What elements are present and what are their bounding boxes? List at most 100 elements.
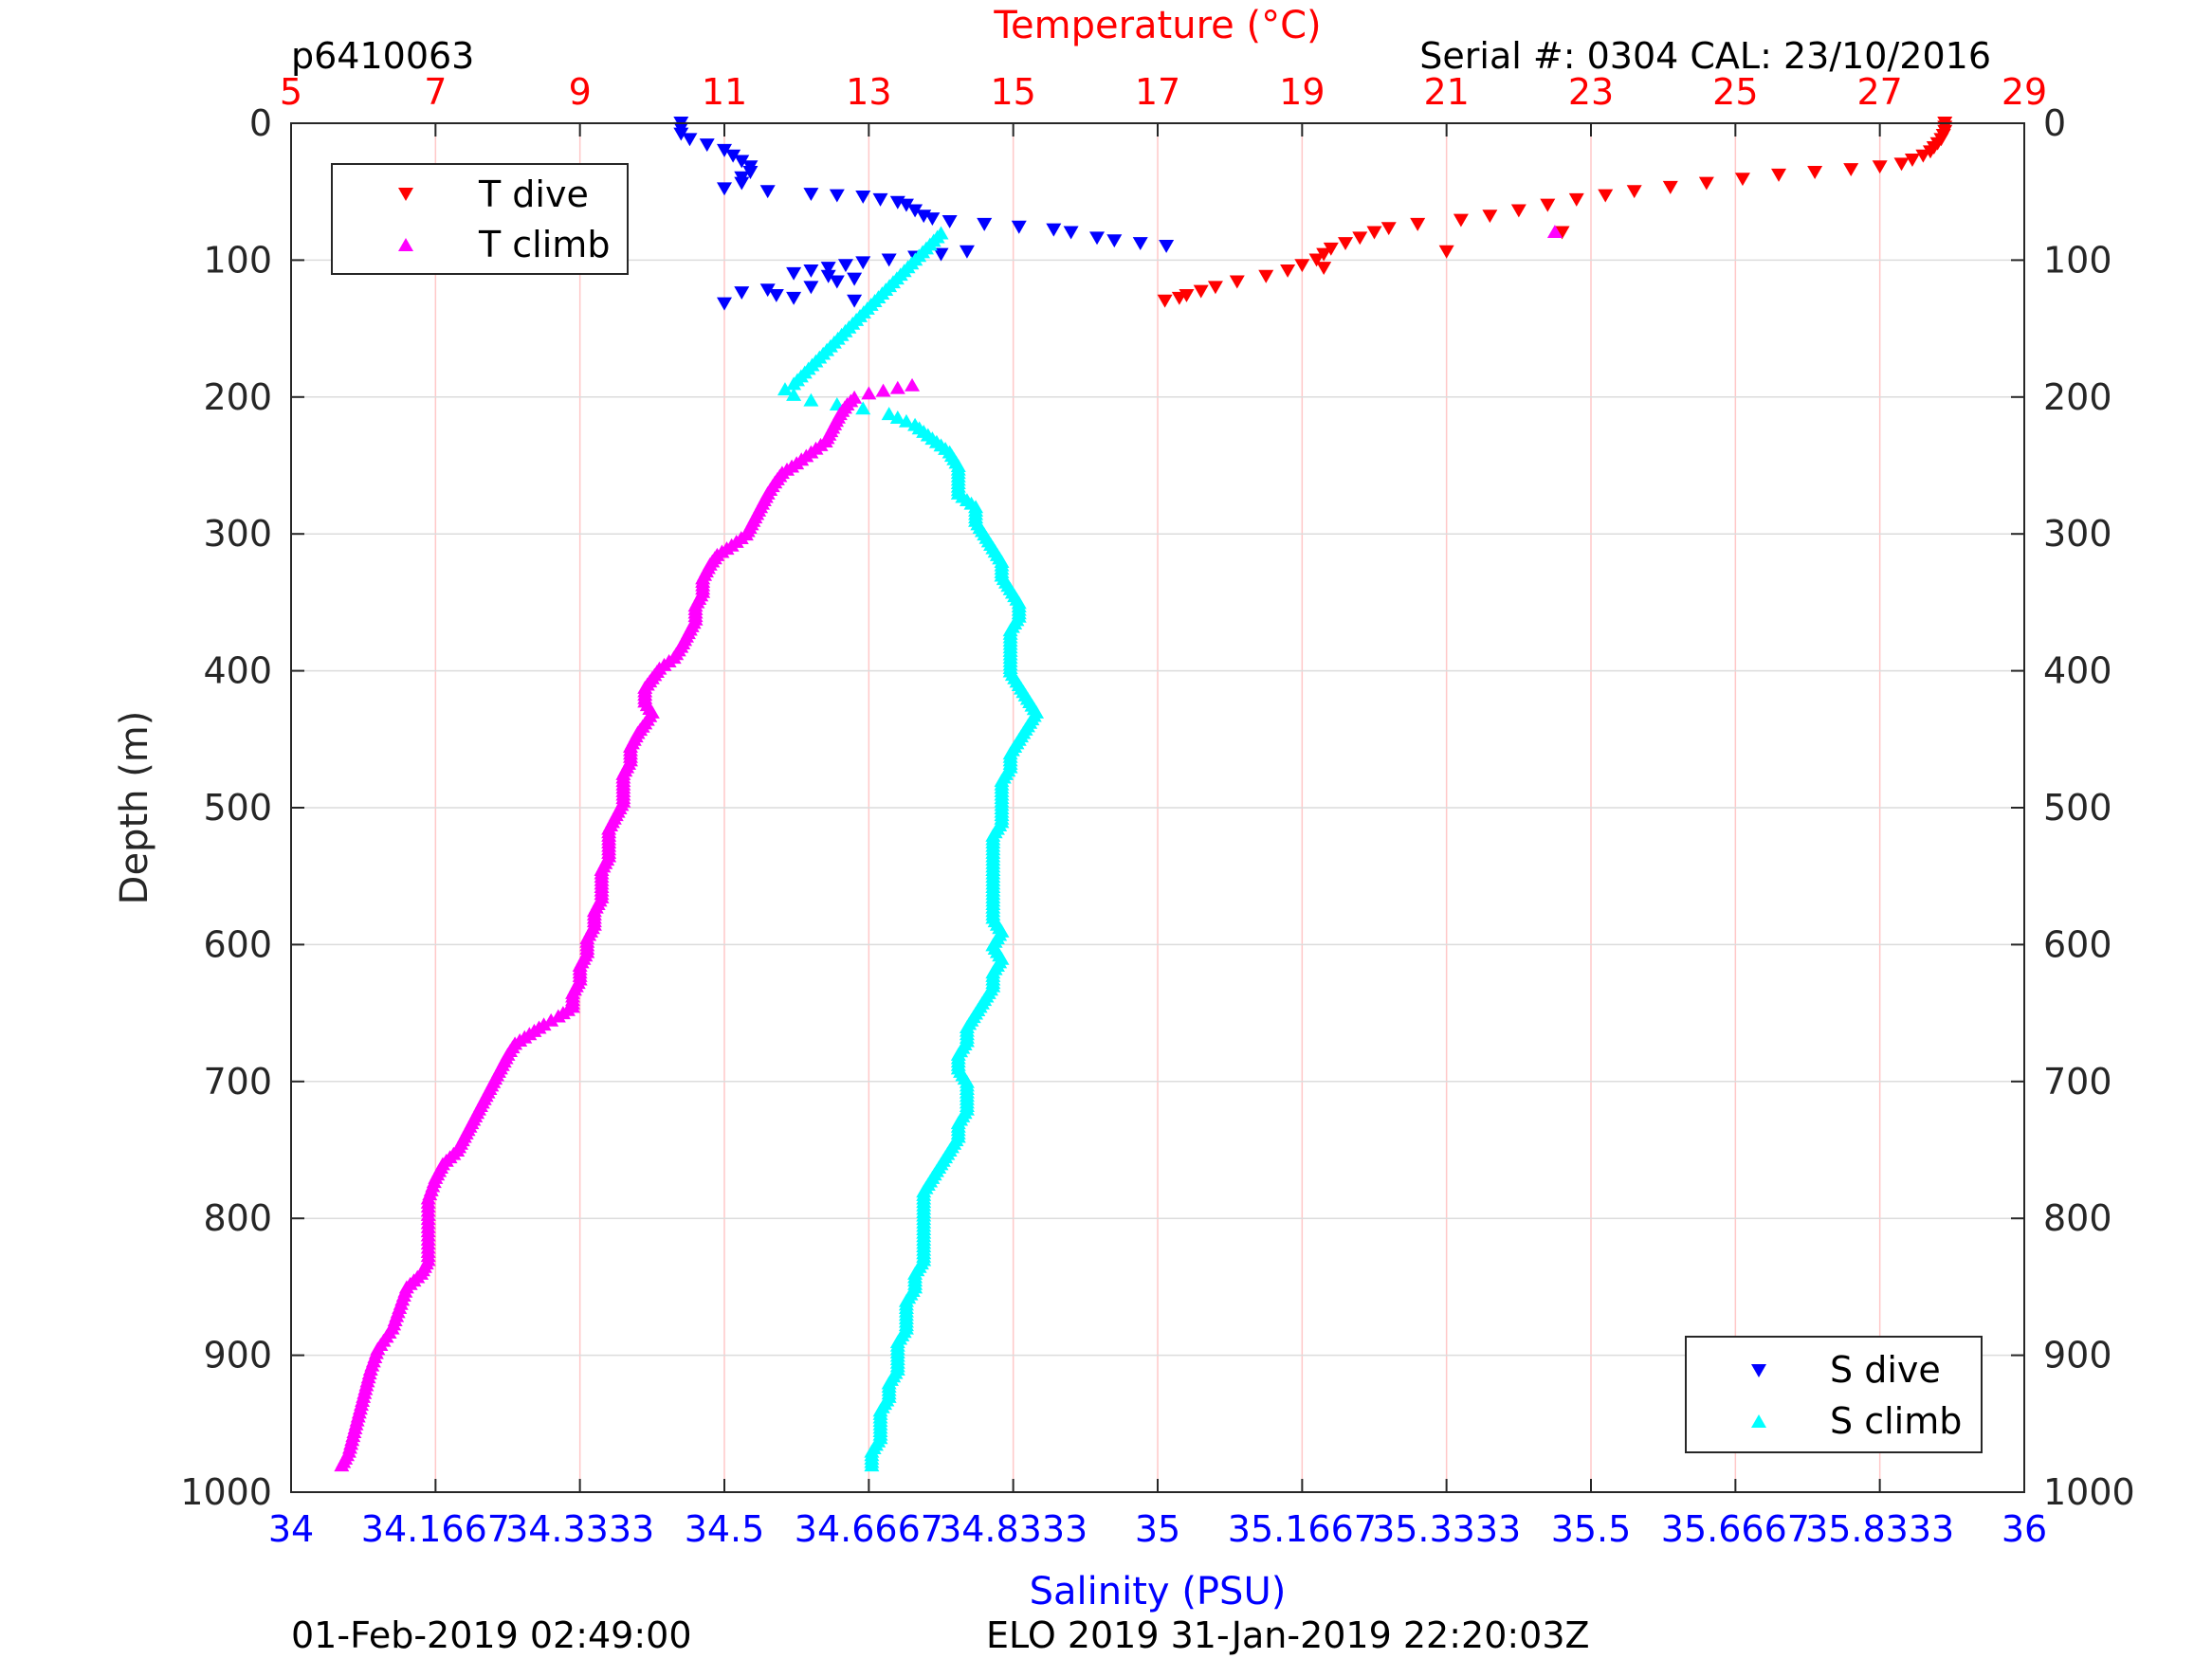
data-point-s-dive [1132, 237, 1148, 251]
data-point-s-dive [803, 281, 819, 295]
salinity-tick-label: 34.1667 [361, 1508, 510, 1550]
data-point-t-dive [1453, 213, 1469, 228]
temperature-tick-label: 5 [280, 71, 302, 113]
data-point-t-dive [1380, 222, 1397, 236]
data-point-t-dive [1316, 262, 1332, 276]
data-point-s-dive [941, 215, 958, 228]
data-point-t-dive [1438, 245, 1454, 259]
temperature-tick-label: 21 [1423, 71, 1469, 113]
depth-tick-label-right: 800 [2043, 1197, 2112, 1239]
data-point-s-dive [829, 275, 845, 289]
legend-t-dive-label: T dive [478, 173, 589, 215]
data-point-t-dive [1338, 237, 1354, 251]
depth-tick-label-left: 200 [203, 376, 272, 418]
data-point-s-climb [898, 413, 914, 428]
legend-salinity-markers [1751, 1364, 1766, 1428]
data-point-t-dive [1193, 284, 1209, 299]
data-point-s-dive [847, 272, 863, 286]
temperature-tick-label: 15 [990, 71, 1035, 113]
depth-tick-label-left: 1000 [180, 1471, 272, 1513]
data-point-s-dive [847, 294, 863, 308]
salinity-tick-label: 35.6667 [1661, 1508, 1810, 1550]
data-point-s-dive [673, 127, 689, 141]
data-point-t-dive [1872, 160, 1888, 174]
data-point-s-climb-profile-in-temperature-units [875, 383, 891, 397]
temperature-tick-label: 17 [1135, 71, 1180, 113]
data-point-s-dive [803, 188, 819, 202]
data-point-t-dive [1626, 185, 1642, 199]
data-point-s-climb [889, 410, 905, 424]
grid-lines [290, 122, 2025, 1493]
temperature-axis-title: Temperature (°C) [993, 4, 1321, 47]
legend-t-dive-marker [398, 188, 413, 201]
data-point-s-dive [742, 166, 759, 179]
temperature-tick-label: 9 [569, 71, 592, 113]
data-point-s-dive [759, 185, 776, 199]
data-point-s-climb [881, 407, 897, 421]
depth-tick-label-left: 100 [203, 239, 272, 281]
data-point-s-climb-profile-in-temperature-units [889, 380, 905, 394]
data-point-t-dive [1308, 253, 1325, 267]
salinity-tick-label: 35.8333 [1805, 1508, 1954, 1550]
data-point-s-dive [682, 133, 698, 147]
data-point-s-dive [717, 182, 732, 196]
data-point-s-climb-profile-in-temperature-units [543, 1012, 559, 1027]
data-point-t-dive [1734, 173, 1750, 187]
data-point-s-dive [1159, 240, 1175, 253]
data-point-s-dive [837, 259, 853, 273]
legend-temperature: T dive T climb [331, 163, 629, 275]
data-point-t-dive [1410, 217, 1426, 231]
data-point-s-dive [803, 264, 819, 278]
temperature-tick-label: 29 [2002, 71, 2047, 113]
depth-tick-label-left: 700 [203, 1061, 272, 1103]
temperature-tick-label: 25 [1712, 71, 1758, 113]
data-point-t-dive [1171, 291, 1187, 305]
data-point-s-dive [1011, 220, 1027, 234]
legend-t-climb-marker [398, 238, 413, 251]
temperature-tick-label: 11 [702, 71, 747, 113]
data-point-t-dive [1904, 154, 1920, 167]
data-point-t-dive [1510, 204, 1526, 218]
data-point-t-dive [1258, 269, 1274, 283]
temperature-tick-label: 27 [1856, 71, 1902, 113]
legend-s-dive-marker [1751, 1364, 1766, 1377]
depth-tick-label-left: 300 [203, 513, 272, 555]
data-point-t-dive [1352, 231, 1368, 246]
data-point-s-climb [907, 417, 923, 431]
legend-temperature-box [331, 163, 629, 275]
data-point-s-dive [734, 286, 750, 301]
salinity-tick-label: 34 [268, 1508, 314, 1550]
legend-temperature-markers [398, 188, 413, 251]
data-point-t-dive [1568, 192, 1584, 207]
salinity-tick-label: 34.8333 [939, 1508, 1088, 1550]
legend-s-dive-label: S dive [1830, 1349, 1941, 1391]
depth-tick-label-right: 300 [2043, 513, 2112, 555]
data-point-s-dive [977, 217, 993, 231]
salinity-tick-label: 34.5 [685, 1508, 765, 1550]
data-point-t-dive [1316, 247, 1332, 262]
data-point-t-dive [1598, 189, 1614, 203]
data-point-s-climb-profile-in-temperature-units [861, 386, 877, 400]
temperature-tick-label: 13 [846, 71, 891, 113]
data-point-t-dive [1662, 180, 1678, 194]
data-point-t-dive [1922, 145, 1938, 159]
data-point-s-dive [820, 269, 836, 283]
data-point-s-dive [1046, 223, 1062, 237]
data-point-t-dive [1323, 242, 1339, 256]
data-point-s-dive [907, 204, 923, 218]
data-point-s-dive [717, 143, 732, 157]
data-point-s-dive [1063, 226, 1079, 240]
data-point-s-dive [855, 256, 871, 270]
data-point-s-climb [777, 382, 793, 396]
profile-id-label: p6410063 [291, 35, 474, 77]
salinity-tick-label: 35 [1135, 1508, 1180, 1550]
data-point-t-dive [1554, 226, 1570, 240]
data-point-t-dive [1698, 176, 1714, 191]
data-point-s-dive [1106, 234, 1123, 248]
legend-salinity-box [1685, 1336, 1983, 1453]
data-point-s-climb [855, 401, 871, 415]
data-point-s-dive [786, 266, 802, 281]
depth-tick-label-right: 700 [2043, 1061, 2112, 1103]
